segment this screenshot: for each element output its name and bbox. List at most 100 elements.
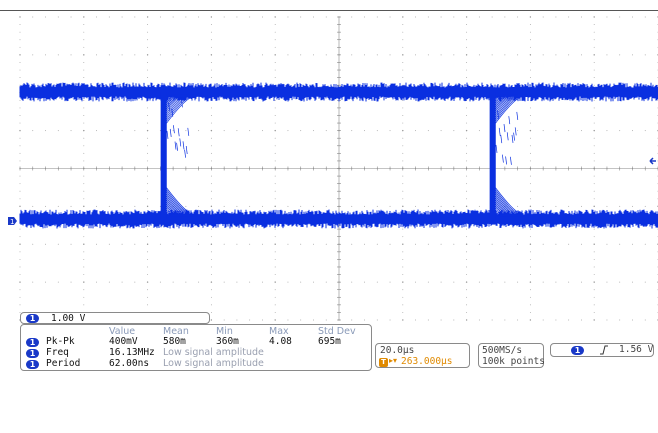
grid-dot [466, 289, 468, 291]
trigger-level: 1.56 V [619, 344, 654, 355]
grid-dot [57, 281, 59, 283]
grid-dot [619, 54, 621, 56]
grid-dot [274, 228, 276, 230]
grid-dot [453, 54, 455, 56]
grid-dot [478, 130, 480, 132]
grid-dot [466, 62, 468, 63]
grid-dot [147, 39, 149, 41]
grid-dot [210, 258, 212, 260]
grid-dot [261, 54, 263, 56]
grid-dot [632, 281, 633, 283]
grid-dot [325, 16, 327, 18]
grid-dot [223, 130, 225, 132]
grid-dot [147, 228, 149, 230]
grid-dot [210, 304, 212, 306]
grid-dot [83, 160, 85, 162]
grid-dot [19, 198, 21, 200]
rising-edge-icon [600, 345, 608, 355]
grid-dot [32, 243, 34, 245]
grid-dot [147, 115, 149, 116]
grid-dot [466, 137, 468, 139]
trace-transition-1 [160, 92, 206, 219]
grid-dot [593, 198, 595, 200]
grid-dot [147, 130, 149, 132]
grid-dot [185, 243, 187, 245]
grid-dot [555, 130, 557, 132]
grid-dot [402, 311, 404, 313]
grid-dot [19, 266, 21, 268]
grid-dot [121, 281, 123, 283]
grid-dot [19, 205, 21, 207]
grid-dot [147, 251, 149, 253]
grid-dot [568, 243, 570, 245]
grid-dot [593, 24, 595, 26]
grid-dot [453, 319, 455, 321]
grid-dot [19, 46, 21, 48]
grid-dot [593, 152, 595, 154]
grid-dot [466, 175, 468, 177]
grid-dot [376, 243, 378, 245]
grid-dot [83, 236, 85, 238]
grid-dot [580, 130, 582, 132]
trigger-level-arrow-icon [649, 157, 656, 165]
grid-dot [606, 130, 608, 132]
grid-dot [402, 228, 404, 230]
grid-dot [210, 77, 212, 79]
grid-dot [70, 243, 72, 245]
grid-dot [19, 107, 21, 109]
grid-dot [529, 31, 531, 33]
grid-dot [19, 251, 21, 253]
grid-dot [440, 205, 442, 207]
grid-dot [274, 296, 276, 298]
acquisition-readout[interactable]: 500MS/s 100k points [478, 343, 545, 368]
grid-dot [593, 62, 595, 63]
grid-dot [593, 289, 595, 291]
trigger-readout[interactable]: 1 1.56 V [550, 343, 654, 357]
grid-dot [147, 84, 149, 86]
grid-dot [351, 243, 353, 245]
channel-1-ground-marker-label: 1 [10, 218, 14, 226]
timebase-readout[interactable]: 20.0µs T ▸▾ 263.000µs [375, 343, 470, 368]
grid-dot [644, 281, 646, 283]
measurement-std-dev: 695m [318, 336, 341, 347]
grid-dot [147, 243, 149, 245]
grid-dot [351, 16, 353, 18]
header-std-dev: Std Dev [318, 326, 356, 337]
grid-dot [619, 243, 621, 245]
grid-dot [402, 137, 404, 139]
grid-dot [274, 130, 276, 132]
measurements-panel[interactable]: Value Mean Min Max Std Dev 1 Pk-Pk 400mV… [20, 324, 372, 371]
channel-1-scale-readout[interactable]: 1 1.00 V [20, 312, 210, 324]
grid-dot [529, 54, 531, 56]
grid-dot [172, 54, 174, 56]
grid-dot [402, 289, 404, 291]
header-mean: Mean [163, 326, 189, 337]
grid-dot [274, 266, 276, 268]
grid-dot [274, 24, 276, 26]
grid-dot [134, 16, 136, 18]
grid-dot [517, 243, 519, 245]
measurement-row-channel-badge: 1 [26, 349, 39, 358]
grid-dot [287, 16, 289, 18]
grid-dot [185, 205, 187, 207]
grid-dot [580, 319, 582, 321]
grid-dot [364, 319, 365, 321]
grid-dot [147, 160, 149, 162]
grid-dot [210, 319, 212, 321]
grid-dot [491, 281, 493, 283]
grid-dot [427, 54, 429, 56]
grid-dot [555, 54, 557, 56]
grid-dot [134, 130, 136, 132]
grid-dot [644, 130, 646, 132]
grid-dot [632, 54, 633, 56]
grid-dot [529, 258, 531, 260]
grid-dot [57, 16, 59, 18]
grid-dot [644, 54, 646, 56]
grid-dot [466, 296, 468, 298]
grid-dot [45, 130, 46, 132]
measurement-mean: 580m [163, 336, 186, 347]
grid-dot [19, 243, 21, 245]
grid-dot [466, 228, 468, 230]
grid-dot [210, 236, 212, 238]
